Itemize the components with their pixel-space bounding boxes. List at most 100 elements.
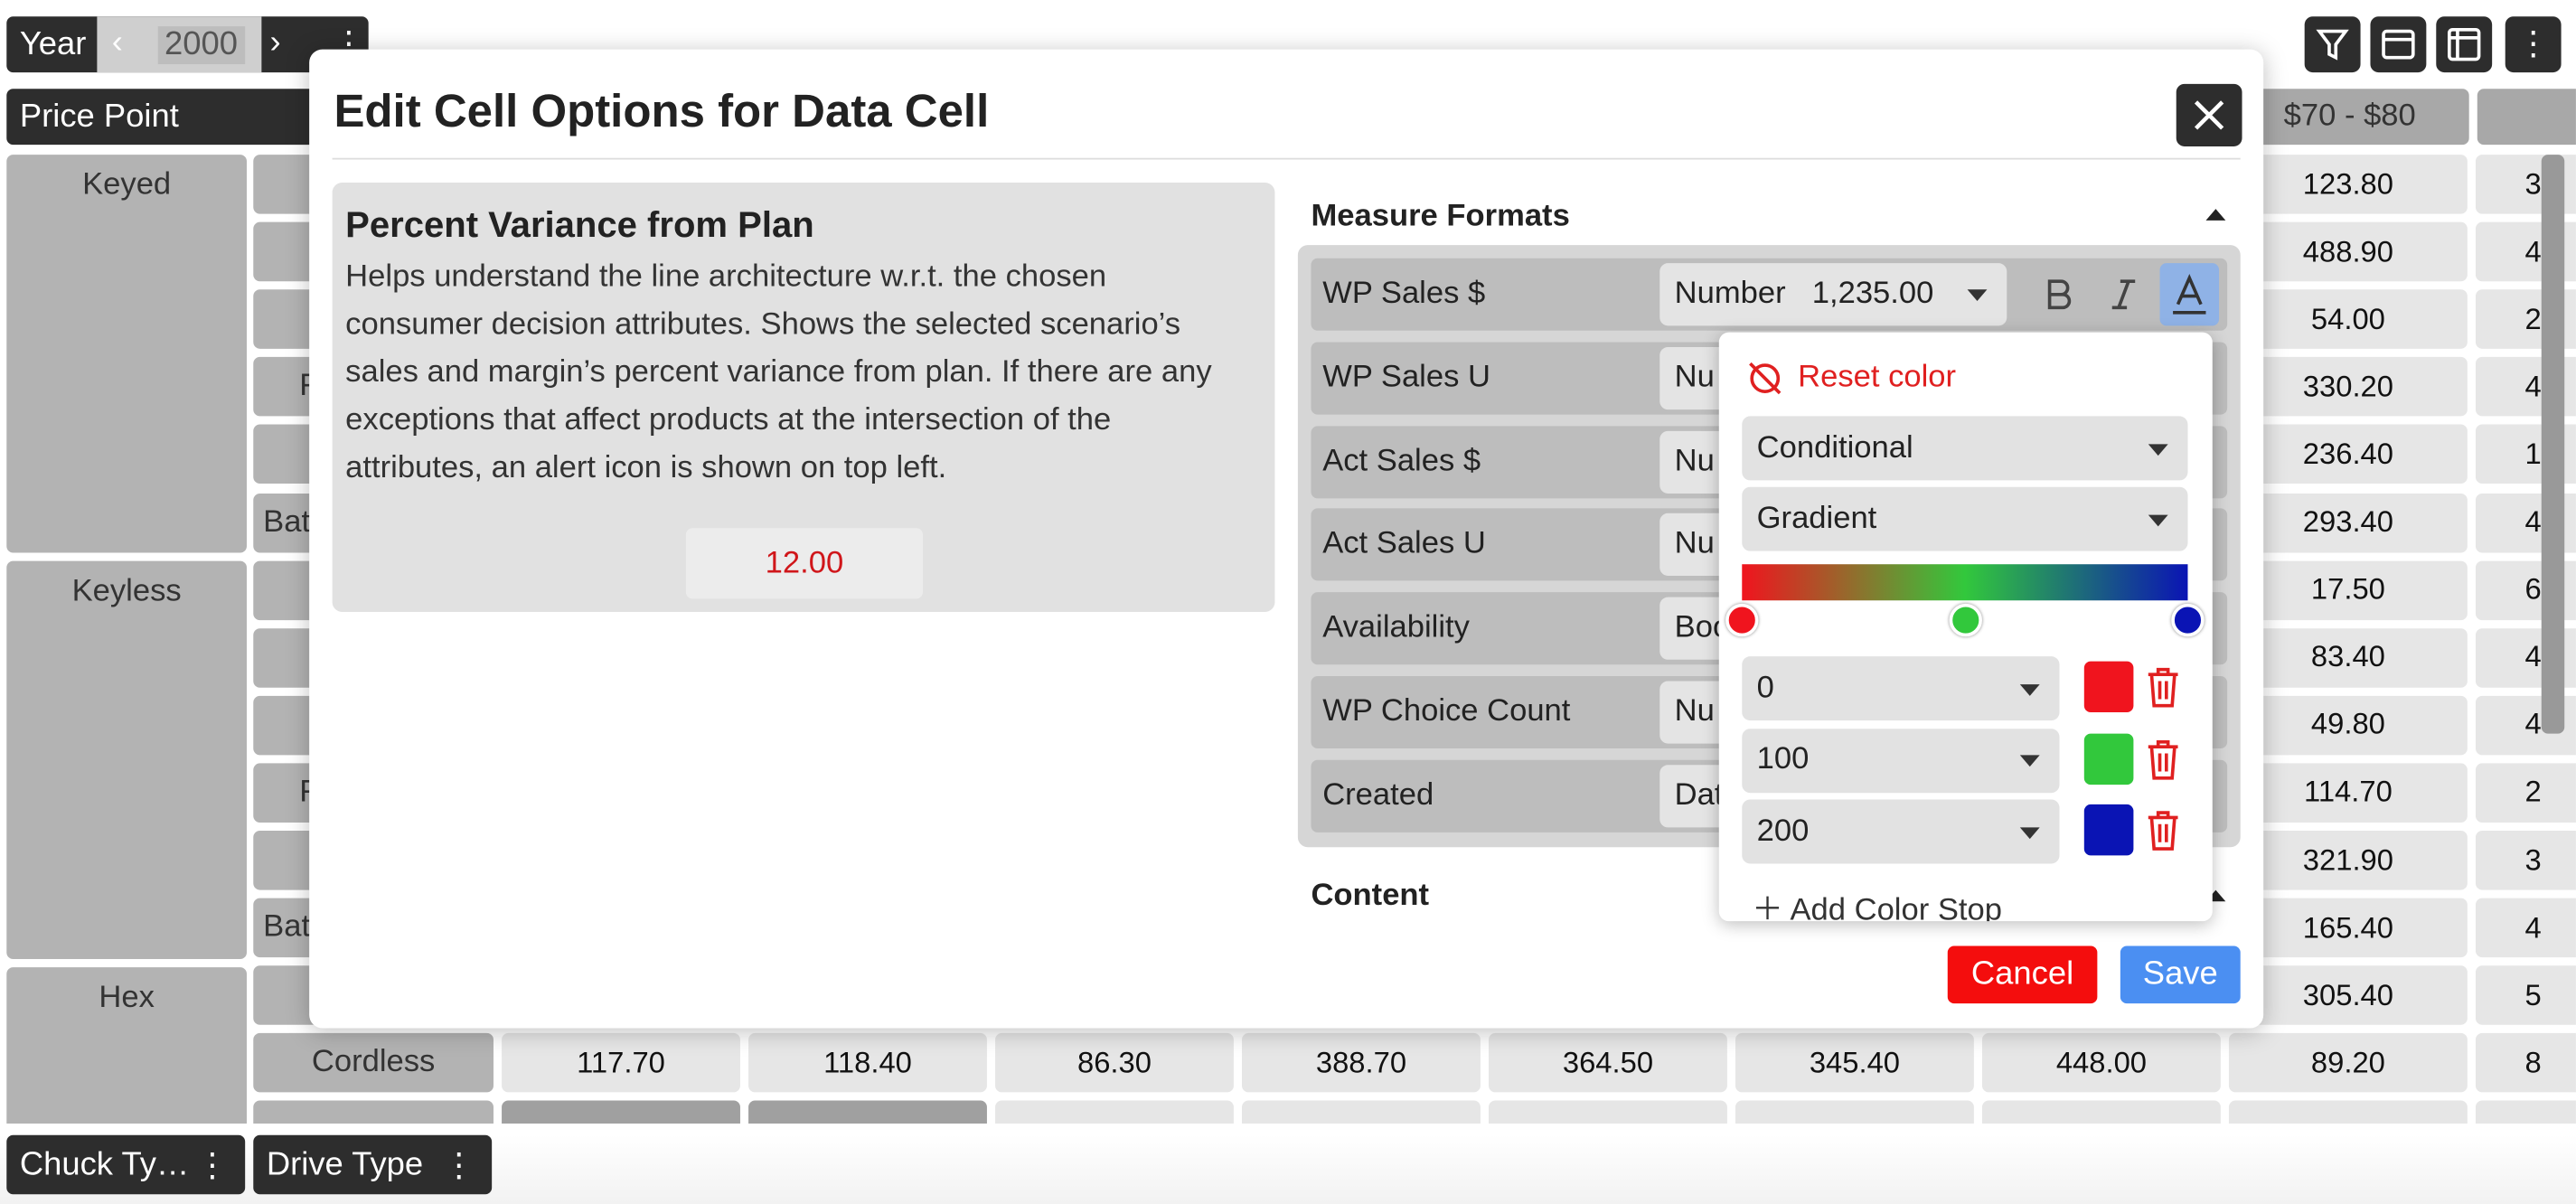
data-cell[interactable]: 117.70 xyxy=(502,1033,740,1093)
data-cell[interactable] xyxy=(1489,1101,1727,1124)
add-color-stop[interactable]: ＋ Add Color Stop xyxy=(1752,885,2002,921)
data-cell[interactable]: 448.00 xyxy=(1981,1033,2221,1093)
data-cell[interactable] xyxy=(1735,1101,1974,1124)
data-cell[interactable]: 165.40 xyxy=(2228,898,2468,958)
data-cell[interactable]: 4 xyxy=(2475,898,2576,958)
data-cell[interactable] xyxy=(995,1101,1234,1124)
row-group: Keyless xyxy=(6,560,247,960)
stop-value: 200 xyxy=(1756,813,1810,849)
data-cell[interactable]: 305.40 xyxy=(2228,965,2468,1026)
data-cell[interactable] xyxy=(1981,1101,2221,1124)
data-cell[interactable]: 89.20 xyxy=(2228,1033,2468,1093)
trash-icon xyxy=(2148,739,2178,779)
description-title: Percent Variance from Plan xyxy=(345,203,814,246)
description-text: Helps understand the line architecture w… xyxy=(345,253,1211,492)
trash-icon xyxy=(2148,811,2178,851)
format-type: Nu xyxy=(1674,443,1715,478)
prev-year[interactable]: ‹ xyxy=(111,24,123,61)
data-cell[interactable] xyxy=(2475,1101,2576,1124)
more-button[interactable]: ⋮ xyxy=(2505,16,2562,73)
description-card: Percent Variance from Plan Helps underst… xyxy=(332,183,1275,613)
year-value[interactable]: 2000 xyxy=(157,26,245,64)
data-cell[interactable]: 321.90 xyxy=(2228,831,2468,890)
measure-name: Availability xyxy=(1322,610,1470,645)
format-type: Nu xyxy=(1674,360,1715,395)
caret xyxy=(2148,513,2168,526)
modal-title: Edit Cell Options for Data Cell xyxy=(334,85,990,137)
data-cell[interactable]: 114.70 xyxy=(2228,763,2468,823)
stop-swatch[interactable] xyxy=(2083,732,2134,785)
mode-value: Conditional xyxy=(1756,429,1913,466)
data-cell[interactable]: 86.30 xyxy=(995,1033,1234,1093)
data-cell[interactable] xyxy=(1242,1101,1481,1124)
style-button[interactable] xyxy=(2028,263,2088,325)
data-cell[interactable] xyxy=(748,1101,987,1124)
next-year[interactable]: › xyxy=(269,24,281,61)
data-cell[interactable]: 49.80 xyxy=(2228,695,2468,755)
data-cell[interactable]: 2 xyxy=(2475,763,2576,823)
drive-type-pill[interactable]: Drive Type ⋮ xyxy=(253,1134,493,1195)
format-sample: 1,235.00 xyxy=(1811,276,1934,311)
data-cell[interactable]: 330.20 xyxy=(2228,357,2468,417)
gradient-handle[interactable] xyxy=(1948,603,1982,637)
stop-select[interactable]: 100 xyxy=(1742,728,2060,793)
scrollbar[interactable] xyxy=(2541,155,2565,734)
data-cell[interactable] xyxy=(2228,1101,2468,1124)
data-cell[interactable]: 17.50 xyxy=(2228,560,2468,620)
settings-icon xyxy=(2382,29,2415,60)
data-cell[interactable]: 54.00 xyxy=(2228,289,2468,350)
data-cell[interactable]: 345.40 xyxy=(1735,1033,1974,1093)
collapse-caret[interactable] xyxy=(2205,209,2226,221)
settings-button[interactable] xyxy=(2370,16,2427,73)
chuck-type-pill[interactable]: Chuck Ty… ⋮ xyxy=(6,1134,246,1195)
gradient-handle[interactable] xyxy=(2171,603,2205,637)
data-cell[interactable]: 123.80 xyxy=(2228,155,2468,214)
description-line: consumer decision attributes. Shows the … xyxy=(345,307,1181,343)
pivot-button[interactable] xyxy=(2436,16,2493,73)
stop-select[interactable]: 0 xyxy=(1742,656,2060,721)
gradient-handle[interactable] xyxy=(1725,603,1759,637)
data-cell[interactable]: 83.40 xyxy=(2228,627,2468,688)
close-button[interactable] xyxy=(2176,83,2242,146)
data-cell[interactable]: 488.90 xyxy=(2228,221,2468,282)
style-icon xyxy=(2047,279,2072,310)
reset-icon xyxy=(1749,362,1782,395)
stop-swatch[interactable] xyxy=(2083,804,2134,856)
data-cell[interactable]: 236.40 xyxy=(2228,425,2468,484)
gradient-bar xyxy=(1742,564,2188,601)
cancel-button[interactable]: Cancel xyxy=(1947,945,2098,1004)
data-cell[interactable]: 3 xyxy=(2475,831,2576,890)
mode-select[interactable]: Conditional xyxy=(1742,416,2188,481)
column-header: $8 xyxy=(2477,89,2576,146)
format-select[interactable]: Number 1,235.00 xyxy=(1659,263,2007,326)
section-title[interactable]: Content xyxy=(1311,878,1430,914)
column-header: $70 - $80 xyxy=(2230,89,2469,146)
data-cell[interactable]: 8 xyxy=(2475,1033,2576,1093)
data-cell[interactable]: 364.50 xyxy=(1489,1033,1727,1093)
pill-menu[interactable]: ⋮ xyxy=(442,1147,475,1184)
filter-button[interactable] xyxy=(2304,16,2361,73)
delete-stop[interactable] xyxy=(2143,736,2183,782)
save-button[interactable]: Save xyxy=(2120,945,2241,1004)
section-title[interactable]: Measure Formats xyxy=(1311,199,1570,234)
pill-menu[interactable]: ⋮ xyxy=(195,1147,229,1184)
data-cell[interactable]: 118.40 xyxy=(748,1033,987,1093)
pill-label: Chuck Ty… xyxy=(19,1145,190,1182)
close-icon xyxy=(2194,100,2224,130)
data-cell[interactable] xyxy=(502,1101,740,1124)
stop-swatch[interactable] xyxy=(2083,661,2134,713)
style-select[interactable]: Gradient xyxy=(1742,486,2188,551)
data-cell[interactable]: 5 xyxy=(2475,965,2576,1026)
color-button[interactable] xyxy=(2159,263,2220,326)
delete-stop[interactable] xyxy=(2143,664,2183,710)
delete-stop[interactable] xyxy=(2143,808,2183,854)
data-cell[interactable]: 388.70 xyxy=(1242,1033,1481,1093)
stop-select[interactable]: 200 xyxy=(1742,799,2060,864)
reset-color[interactable]: Reset color xyxy=(1798,360,1957,395)
add-label: Add Color Stop xyxy=(1790,893,2002,922)
style-button[interactable] xyxy=(2094,263,2154,325)
data-cell[interactable]: 293.40 xyxy=(2228,493,2468,552)
description-line: Helps understand the line architecture w… xyxy=(345,259,1107,295)
style-value: Gradient xyxy=(1756,501,1877,536)
